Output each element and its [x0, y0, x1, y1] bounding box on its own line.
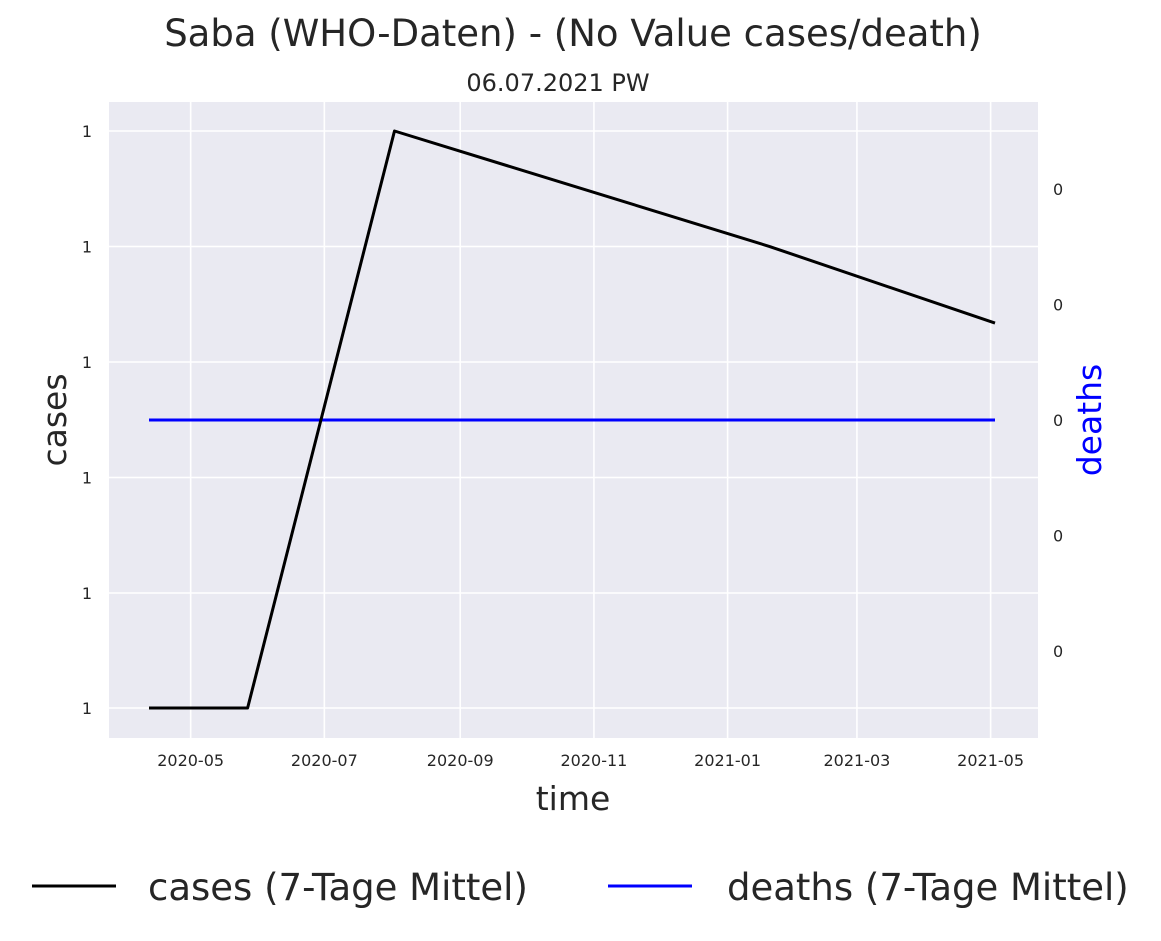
- y-left-tick-label-0: 1: [82, 122, 92, 141]
- x-tick-label-1: 2020-07: [291, 751, 358, 770]
- y-right-axis-ticks: 0 0 0 0 0: [1053, 180, 1063, 661]
- y-right-tick-label-0: 0: [1053, 180, 1063, 199]
- x-tick-label-0: 2020-05: [157, 751, 224, 770]
- legend-label-deaths: deaths (7-Tage Mittel): [727, 866, 1129, 909]
- y-left-tick-label-3: 1: [82, 469, 92, 488]
- legend-label-cases: cases (7-Tage Mittel): [148, 866, 528, 909]
- y-left-tick-label-1: 1: [82, 238, 92, 257]
- y-right-axis-label: deaths: [1070, 364, 1109, 477]
- x-axis-label: time: [536, 779, 611, 818]
- legend: cases (7-Tage Mittel) deaths (7-Tage Mit…: [32, 866, 1129, 909]
- y-left-axis-label: cases: [35, 373, 74, 466]
- x-axis-ticks: 2020-05 2020-07 2020-09 2020-11 2021-01 2021-…: [157, 751, 1024, 770]
- chart-title: Saba (WHO-Daten) - (No Value cases/death…: [164, 12, 982, 55]
- chart-subtitle: 06.07.2021 PW: [466, 69, 649, 97]
- y-left-tick-label-2: 1: [82, 353, 92, 372]
- x-tick-label-2: 2020-09: [427, 751, 494, 770]
- y-left-tick-label-4: 1: [82, 584, 92, 603]
- x-tick-label-3: 2020-11: [560, 751, 627, 770]
- x-tick-label-5: 2021-03: [823, 751, 890, 770]
- y-right-tick-label-4: 0: [1053, 642, 1063, 661]
- y-right-tick-label-1: 0: [1053, 296, 1063, 315]
- y-left-tick-label-5: 1: [82, 699, 92, 718]
- x-tick-label-6: 2021-05: [957, 751, 1024, 770]
- series-line-cases: [149, 129, 996, 710]
- y-left-axis-ticks: 1 1 1 1 1 1: [82, 122, 92, 718]
- x-tick-label-4: 2021-01: [694, 751, 761, 770]
- series-layer: [149, 129, 996, 710]
- y-right-tick-label-2: 0: [1053, 411, 1063, 430]
- y-right-tick-label-3: 0: [1053, 527, 1063, 546]
